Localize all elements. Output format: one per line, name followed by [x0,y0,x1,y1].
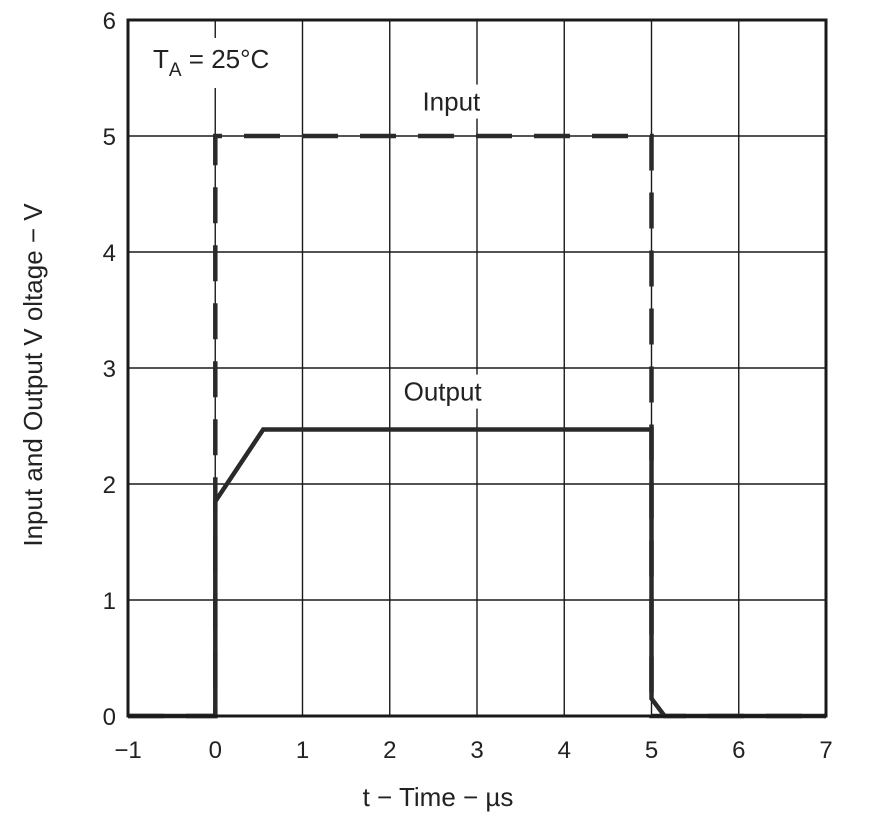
x-tick-label: −1 [114,737,141,764]
annotation-output: Output [395,374,491,409]
x-axis-label: t − Time − µs [363,782,514,812]
y-tick-label: 4 [103,240,116,267]
x-tick-label: 4 [558,737,571,764]
x-tick-label: 5 [645,737,658,764]
annotation-label: Output [404,377,483,407]
x-tick-label: 3 [470,737,483,764]
condition-label: TA = 25°C [153,44,269,81]
x-tick-label: 7 [819,737,832,764]
annotation-background [414,84,490,119]
plot-frame [126,18,828,718]
x-tick-label: 2 [383,737,396,764]
y-tick-label: 1 [103,588,116,615]
x-tick-labels: −1 0 1 2 3 4 5 6 7 [114,737,832,764]
condition-subscript: A [169,60,182,81]
condition-box: TA = 25°C [145,38,295,88]
x-tick-label: 1 [296,737,309,764]
condition-value: = 25°C [182,44,270,74]
y-tick-label: 5 [103,124,116,151]
series-annotations: Input Output [395,84,491,409]
y-tick-label: 6 [103,8,116,35]
y-tick-label: 0 [103,704,116,731]
y-axis-label: Input and Output V oltage − V [18,203,48,547]
y-tick-label: 2 [103,472,116,499]
annotation-input: Input [414,84,490,119]
condition-symbol: T [153,44,169,74]
annotation-label: Input [422,87,481,117]
series-line-output [128,427,826,719]
x-tick-label: 6 [732,737,745,764]
x-tick-label: 0 [209,737,222,764]
y-tick-labels: 0 1 2 3 4 5 6 [103,8,116,731]
condition-box-background [145,38,295,88]
annotation-background [395,374,491,409]
y-tick-label: 3 [103,356,116,383]
